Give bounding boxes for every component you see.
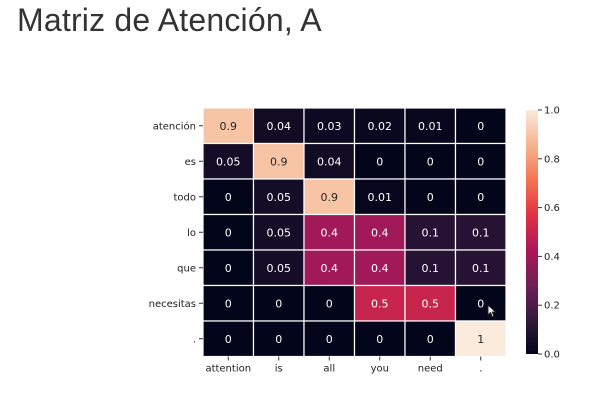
cell-value-label: 0	[427, 333, 434, 346]
heatmap-cell	[454, 142, 507, 180]
cell-value-label: 0.9	[270, 155, 288, 168]
heatmap-cell	[404, 320, 457, 358]
colorbar-tick-label: 0.4	[544, 252, 560, 263]
heatmap-cell	[303, 142, 356, 180]
cell-value-label: 0.9	[220, 120, 238, 133]
y-tick-label: .	[193, 334, 196, 345]
cell-value-label: 0	[326, 333, 333, 346]
x-tick-label: need	[418, 364, 443, 375]
mouse-cursor-icon	[487, 304, 497, 318]
cell-value-label: 0.5	[371, 297, 389, 310]
cell-value-label: 0	[225, 297, 232, 310]
y-tick-label: atención	[153, 120, 196, 132]
cell-value-label: 0.1	[422, 262, 440, 275]
heatmap-cell	[303, 107, 356, 145]
x-axis-labels: attention is all you need.	[205, 356, 482, 375]
heatmap-cell	[454, 320, 507, 358]
heatmap-cell	[303, 320, 356, 358]
cell-value-label: 1	[477, 333, 484, 346]
colorbar-tick-label: 0.8	[544, 154, 560, 165]
colorbar-tick-label: 0.2	[544, 301, 560, 312]
cell-value-label: 0.4	[321, 226, 339, 239]
cell-value-label: 0.4	[371, 262, 389, 275]
cell-value-label: 0.05	[267, 262, 292, 275]
slide-title: Matriz de Atención, A	[17, 2, 322, 38]
cell-value-label: 0	[477, 297, 484, 310]
x-tick-label: attention	[205, 364, 251, 375]
cell-value-label: 0.03	[317, 120, 342, 133]
cell-value-label: 0.01	[368, 191, 393, 204]
heatmap-cell	[454, 249, 507, 287]
cell-value-label: 0	[427, 155, 434, 168]
heatmap-cell	[303, 213, 356, 251]
cell-value-label: 0	[275, 333, 282, 346]
cell-value-label: 0	[225, 191, 232, 204]
cell-value-label: 0	[225, 262, 232, 275]
colorbar: 0.0 0.2 0.4 0.6 0.8 1.0	[526, 106, 560, 361]
cell-value-label: 0.1	[472, 226, 490, 239]
heatmap-cells: 0.9 0.04 0.03 0.02 0.01 0 0.05 0.9 0.04 0 0 0 0 0.05 0…	[202, 107, 507, 358]
heatmap-cell	[202, 249, 255, 287]
cell-value-label: 0	[376, 333, 383, 346]
heatmap-cell	[353, 178, 406, 216]
heatmap-cell	[303, 178, 356, 216]
cell-value-label: 0	[477, 155, 484, 168]
cell-value-label: 0	[477, 120, 484, 133]
cell-value-label: 0.04	[317, 155, 342, 168]
heatmap-cell	[353, 142, 406, 180]
heatmap-cell	[454, 178, 507, 216]
heatmap-cell	[454, 284, 507, 322]
cell-value-label: 0.5	[422, 297, 440, 310]
colorbar-gradient	[526, 110, 538, 354]
heatmap-cell	[404, 178, 457, 216]
colorbar-tick-label: 0.6	[544, 203, 560, 214]
cell-value-label: 0.05	[267, 191, 292, 204]
heatmap-cell	[404, 213, 457, 251]
cell-value-label: 0.9	[321, 191, 339, 204]
cell-value-label: 0	[376, 155, 383, 168]
cell-value-label: 0.02	[368, 120, 393, 133]
cell-value-label: 0	[225, 226, 232, 239]
cell-value-label: 0	[477, 191, 484, 204]
cell-value-label: 0.05	[267, 226, 292, 239]
cell-value-label: 0	[427, 191, 434, 204]
colorbar-tick-label: 0.0	[544, 350, 560, 361]
cell-value-label: 0.05	[216, 155, 241, 168]
cell-value-label: 0.1	[422, 226, 440, 239]
heatmap-cell	[454, 213, 507, 251]
x-tick-label: .	[479, 364, 482, 375]
x-tick-label: is	[275, 364, 283, 375]
cell-value-label: 0	[275, 297, 282, 310]
y-tick-label: que	[177, 263, 196, 274]
y-tick-label: necesitas	[149, 299, 196, 310]
cell-value-label: 0	[326, 297, 333, 310]
y-axis-labels: atención es todo lo que necesitas.	[149, 120, 203, 345]
x-tick-label: all	[323, 364, 335, 375]
cell-value-label: 0.4	[371, 226, 389, 239]
y-tick-label: lo	[187, 228, 196, 239]
heatmap-cell	[252, 142, 305, 180]
cell-value-label: 0	[225, 333, 232, 346]
heatmap-cell	[252, 107, 305, 145]
x-tick-label: you	[371, 364, 389, 375]
colorbar-tick-label: 1.0	[544, 106, 560, 117]
y-tick-label: todo	[173, 192, 196, 203]
cell-value-label: 0.01	[418, 120, 443, 133]
y-tick-label: es	[185, 157, 196, 168]
heatmap-cell	[252, 178, 305, 216]
heatmap-cell	[202, 107, 255, 145]
cell-value-label: 0.1	[472, 262, 490, 275]
heatmap-cell	[252, 320, 305, 358]
heatmap-cell	[252, 249, 305, 287]
cell-value-label: 0.4	[321, 262, 339, 275]
cell-value-label: 0.04	[267, 120, 292, 133]
